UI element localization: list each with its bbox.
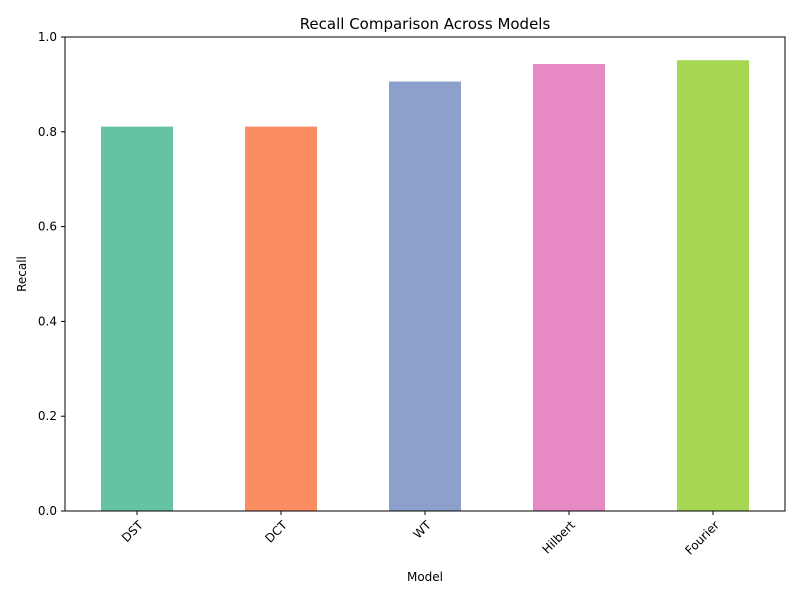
- y-tick-label: 0.0: [38, 504, 57, 518]
- bar-wt: [389, 81, 461, 511]
- y-axis-label: Recall: [15, 256, 29, 292]
- plot-area-frame: [64, 36, 786, 512]
- bar-hilbert: [533, 64, 605, 512]
- x-tick-label: DST: [119, 518, 146, 545]
- x-tick-label: DCT: [262, 518, 290, 546]
- y-tick-label: 0.8: [38, 125, 57, 139]
- x-axis-ticks: DST DCT WT Hilbert Fourier: [119, 511, 722, 558]
- y-tick-label: 0.2: [38, 409, 57, 423]
- bar-fourier: [677, 60, 749, 511]
- y-tick-label: 0.6: [38, 220, 57, 234]
- bars-layer: [101, 60, 749, 512]
- bar-dst: [101, 126, 173, 511]
- y-tick-label: 0.4: [38, 314, 57, 328]
- x-tick-label: Hilbert: [540, 518, 579, 557]
- bar-dct: [245, 126, 317, 511]
- y-axis-ticks: 0.0 0.2 0.4 0.6 0.8 1.0: [38, 30, 65, 518]
- chart-title: Recall Comparison Across Models: [300, 15, 551, 33]
- x-tick-label: Fourier: [682, 518, 722, 558]
- y-tick-label: 1.0: [38, 30, 57, 44]
- x-tick-label: WT: [410, 518, 434, 542]
- x-axis-label: Model: [407, 570, 443, 584]
